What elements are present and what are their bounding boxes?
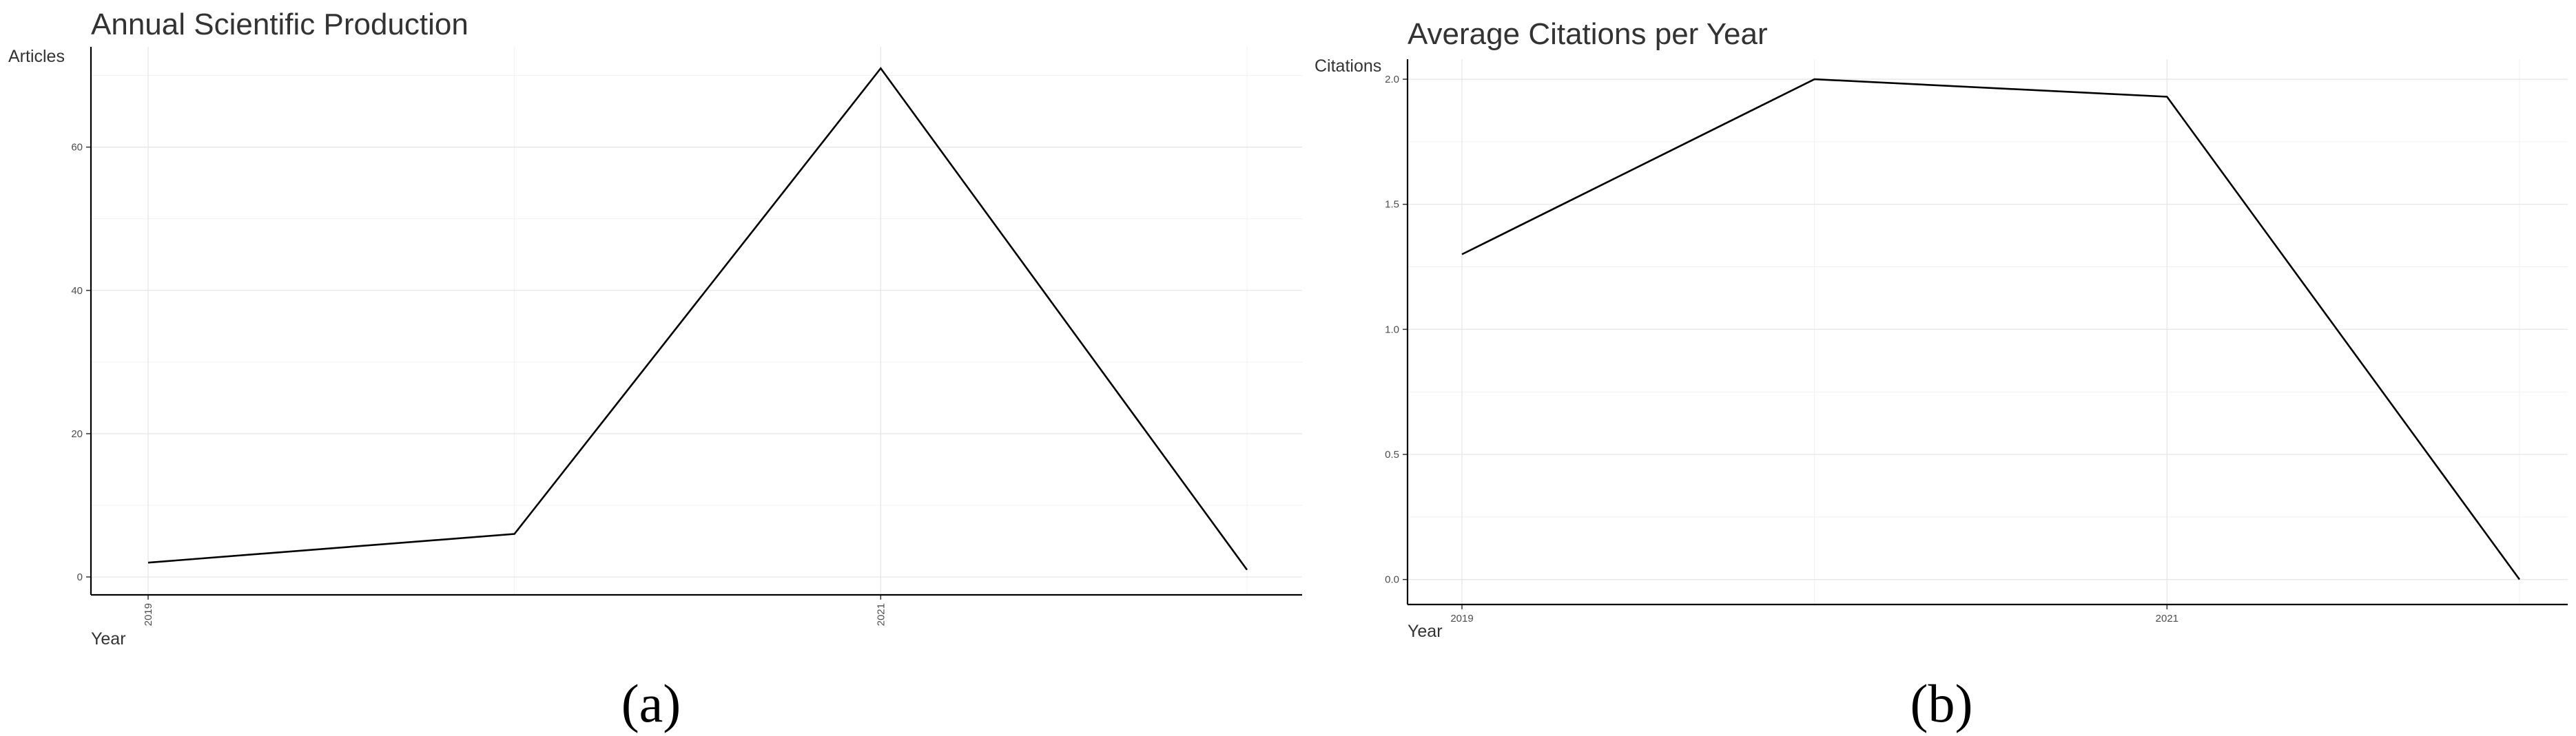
chart-a-title: Annual Scientific Production — [91, 8, 468, 41]
chart-b-y-tick-label: 1.0 — [1385, 324, 1399, 335]
chart-b-x-axis-label: Year — [1408, 622, 1443, 641]
chart-b-y-tick-label: 2.0 — [1385, 74, 1399, 85]
panel-label-b: (b) — [1910, 673, 1973, 733]
chart-b-y-tick-label: 0.5 — [1385, 449, 1399, 461]
chart-b-plot-area: 0.0 0.5 1.0 1.5 2.0 2019 2021 — [1385, 59, 2568, 624]
chart-a-x-tick-label: 2021 — [875, 603, 887, 626]
chart-a-x-axis-label: Year — [91, 629, 126, 649]
chart-b-x-tick-label: 2021 — [2156, 613, 2178, 624]
chart-a-x-tick-label: 2019 — [143, 603, 154, 626]
chart-b-y-tick-label: 0.0 — [1385, 574, 1399, 586]
chart-a-y-tick-label: 20 — [71, 428, 83, 440]
chart-a: Annual Scientific Production Articles 0 2… — [8, 8, 1302, 733]
chart-a-series-line — [147, 67, 1248, 571]
chart-b-y-tick-label: 1.5 — [1385, 199, 1399, 211]
chart-a-plot-area: 0 20 40 60 2019 2021 — [71, 47, 1302, 626]
chart-b-series-line — [1461, 78, 2521, 580]
chart-a-y-tick-label: 0 — [77, 571, 83, 583]
chart-b-y-axis-label: Citations — [1315, 56, 1381, 76]
chart-a-y-tick-label: 60 — [71, 142, 83, 154]
panel-label-a: (a) — [621, 673, 681, 733]
chart-a-y-axis-label: Articles — [8, 47, 65, 66]
chart-b-title: Average Citations per Year — [1408, 17, 1768, 51]
chart-b-x-tick-label: 2019 — [1450, 613, 1473, 624]
chart-a-y-tick-label: 40 — [71, 285, 83, 297]
chart-b: Average Citations per Year Citations 0.0… — [1315, 17, 2568, 733]
